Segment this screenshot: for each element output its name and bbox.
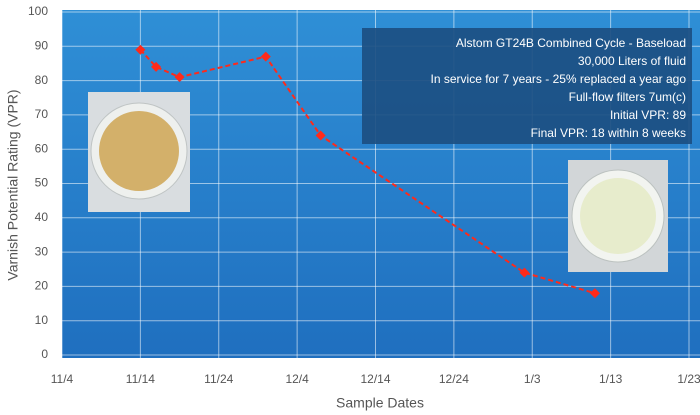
dish-image-after: [568, 160, 668, 272]
x-tick-label: 12/4: [285, 372, 309, 386]
data-point: [589, 288, 600, 299]
annotation-line: In service for 7 years - 25% replaced a …: [431, 72, 687, 86]
y-tick-label: 20: [35, 279, 49, 293]
x-tick-label: 11/24: [204, 372, 233, 386]
y-tick-label: 80: [35, 73, 49, 87]
dish-image-before: [88, 92, 190, 212]
y-tick-label: 70: [35, 107, 49, 121]
x-tick-label: 12/14: [360, 372, 390, 386]
y-tick-label: 30: [35, 244, 49, 258]
annotation: Alstom GT24B Combined Cycle - Baseload 30…: [431, 36, 687, 140]
x-tick-label: 11/4: [51, 372, 74, 386]
annotation-box: [362, 28, 692, 144]
annotation-line: Final VPR: 18 within 8 weeks: [531, 126, 686, 140]
y-axis-label: Varnish Potential Rating (VPR): [5, 89, 21, 280]
y-tick-label: 0: [41, 347, 48, 361]
annotation-line: 30,000 Liters of fluid: [578, 54, 686, 68]
annotation-line: Alstom GT24B Combined Cycle - Baseload: [456, 36, 686, 50]
x-tick-label: 12/24: [439, 372, 469, 386]
y-tick-label: 50: [35, 176, 49, 190]
data-point: [135, 44, 146, 55]
annotation-line: Initial VPR: 89: [610, 108, 686, 122]
y-tick-label: 60: [35, 141, 49, 155]
y-tick-label: 90: [35, 38, 49, 52]
y-tick-label: 40: [35, 210, 49, 224]
data-point: [519, 267, 530, 278]
data-point: [151, 61, 162, 72]
data-point: [315, 130, 326, 141]
annotation-line: Full-flow filters 7um(c): [569, 90, 686, 104]
data-point: [174, 72, 185, 83]
x-tick-label: 11/14: [126, 372, 155, 386]
x-tick-label: 1/23: [677, 372, 700, 386]
x-tick-label: 1/3: [524, 372, 541, 386]
x-tick-label: 1/13: [599, 372, 623, 386]
y-tick-label: 10: [35, 313, 49, 327]
y-tick-label: 100: [28, 4, 48, 18]
data-point: [260, 51, 271, 62]
x-axis-label: Sample Dates: [336, 395, 424, 411]
